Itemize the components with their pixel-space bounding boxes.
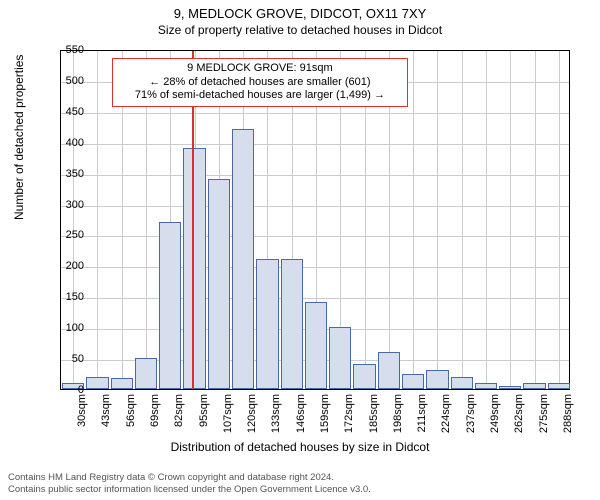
y-tick-label: 200	[44, 260, 84, 272]
x-tick-label: 262sqm	[513, 394, 525, 433]
x-tick-label: 69sqm	[149, 394, 161, 427]
x-axis-label: Distribution of detached houses by size …	[0, 440, 600, 454]
x-tick-label: 146sqm	[295, 394, 307, 433]
grid-line-h	[61, 267, 569, 268]
x-tick-label: 159sqm	[319, 394, 331, 433]
y-tick-label: 300	[44, 199, 84, 211]
annotation-line: 71% of semi-detached houses are larger (…	[119, 89, 401, 103]
y-tick-label: 350	[44, 168, 84, 180]
x-tick-label: 211sqm	[416, 394, 428, 432]
grid-line-h	[61, 236, 569, 237]
x-tick-label: 107sqm	[222, 394, 234, 433]
histogram-bar	[281, 259, 303, 389]
grid-line-v	[535, 51, 536, 389]
grid-line-v	[97, 51, 98, 389]
histogram-bar	[256, 259, 278, 389]
annotation-line: 9 MEDLOCK GROVE: 91sqm	[119, 62, 401, 76]
chart-area: 9 MEDLOCK GROVE: 91sqm← 28% of detached …	[60, 50, 570, 420]
histogram-bar	[548, 383, 570, 389]
grid-line-v	[462, 51, 463, 389]
histogram-bar	[232, 129, 254, 389]
x-tick-label: 95sqm	[198, 394, 210, 427]
grid-line-h	[61, 113, 569, 114]
chart-title: 9, MEDLOCK GROVE, DIDCOT, OX11 7XY	[0, 0, 600, 21]
histogram-bar	[523, 383, 545, 389]
grid-line-v	[437, 51, 438, 389]
grid-line-h	[61, 298, 569, 299]
annotation-box: 9 MEDLOCK GROVE: 91sqm← 28% of detached …	[112, 58, 408, 107]
footer-line-2: Contains public sector information licen…	[8, 484, 371, 496]
histogram-bar	[329, 327, 351, 389]
grid-line-v	[413, 51, 414, 389]
histogram-bar	[402, 374, 424, 389]
y-tick-label: 550	[44, 44, 84, 56]
grid-line-v	[73, 51, 74, 389]
histogram-bar	[378, 352, 400, 389]
footer: Contains HM Land Registry data © Crown c…	[8, 472, 371, 496]
grid-line-h	[61, 206, 569, 207]
x-tick-label: 82sqm	[173, 394, 185, 427]
x-tick-label: 30sqm	[76, 394, 88, 427]
grid-line-h	[61, 144, 569, 145]
y-axis-label: Number of detached properties	[12, 55, 26, 220]
grid-line-v	[559, 51, 560, 389]
grid-line-h	[61, 175, 569, 176]
histogram-bar	[499, 386, 521, 389]
histogram-bar	[135, 358, 157, 389]
y-tick-label: 100	[44, 322, 84, 334]
x-tick-label: 120sqm	[246, 394, 258, 433]
x-tick-label: 275sqm	[538, 394, 550, 433]
x-tick-label: 237sqm	[465, 394, 477, 433]
y-tick-label: 500	[44, 75, 84, 87]
histogram-bar	[305, 302, 327, 389]
footer-line-1: Contains HM Land Registry data © Crown c…	[8, 472, 371, 484]
histogram-bar	[208, 179, 230, 389]
x-tick-label: 172sqm	[343, 394, 355, 433]
y-tick-label: 250	[44, 229, 84, 241]
y-tick-label: 150	[44, 291, 84, 303]
histogram-bar	[183, 148, 205, 389]
histogram-bar	[159, 222, 181, 389]
grid-line-v	[510, 51, 511, 389]
plot-area: 9 MEDLOCK GROVE: 91sqm← 28% of detached …	[60, 50, 570, 390]
histogram-bar	[426, 370, 448, 389]
histogram-bar	[86, 377, 108, 389]
x-tick-label: 56sqm	[125, 394, 137, 427]
chart-subtitle: Size of property relative to detached ho…	[0, 21, 600, 37]
histogram-bar	[111, 378, 133, 389]
x-tick-label: 224sqm	[440, 394, 452, 433]
histogram-bar	[353, 364, 375, 389]
y-tick-label: 50	[44, 353, 84, 365]
histogram-bar	[475, 383, 497, 389]
annotation-line: ← 28% of detached houses are smaller (60…	[119, 76, 401, 90]
x-tick-label: 43sqm	[100, 394, 112, 427]
x-tick-label: 133sqm	[270, 394, 282, 433]
histogram-bar	[451, 377, 473, 389]
x-tick-label: 185sqm	[368, 394, 380, 433]
x-tick-label: 288sqm	[562, 394, 574, 433]
y-tick-label: 400	[44, 137, 84, 149]
x-tick-label: 249sqm	[489, 394, 501, 433]
grid-line-v	[486, 51, 487, 389]
x-tick-label: 198sqm	[392, 394, 404, 433]
y-tick-label: 450	[44, 106, 84, 118]
